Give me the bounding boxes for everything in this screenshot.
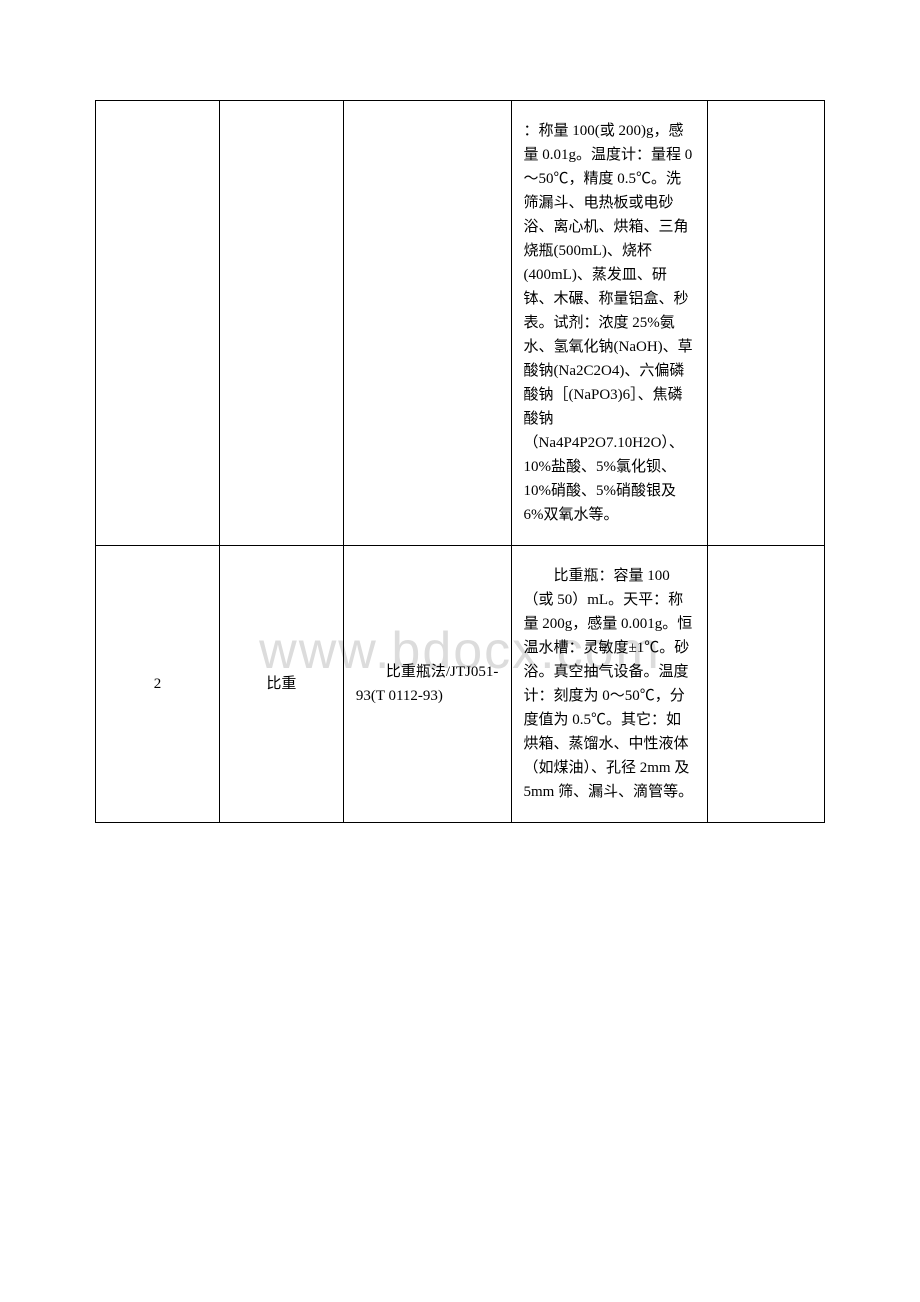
cell-equipment: 比重瓶：容量 100（或 50）mL。天平：称量 200g，感量 0.001g。… bbox=[511, 546, 708, 823]
cell-remark bbox=[708, 101, 825, 546]
page-content: ：称量 100(或 200)g，感量 0.01g。温度计：量程 0～50℃，精度… bbox=[95, 100, 825, 823]
cell-name bbox=[219, 101, 343, 546]
cell-seq bbox=[96, 101, 220, 546]
table-row: ：称量 100(或 200)g，感量 0.01g。温度计：量程 0～50℃，精度… bbox=[96, 101, 825, 546]
cell-seq: 2 bbox=[96, 546, 220, 823]
data-table: ：称量 100(或 200)g，感量 0.01g。温度计：量程 0～50℃，精度… bbox=[95, 100, 825, 823]
cell-equipment: ：称量 100(或 200)g，感量 0.01g。温度计：量程 0～50℃，精度… bbox=[511, 101, 708, 546]
cell-method: 比重瓶法/JTJ051-93(T 0112-93) bbox=[343, 546, 511, 823]
cell-method bbox=[343, 101, 511, 546]
cell-name: 比重 bbox=[219, 546, 343, 823]
table-row: 2 比重 比重瓶法/JTJ051-93(T 0112-93) 比重瓶：容量 10… bbox=[96, 546, 825, 823]
cell-remark bbox=[708, 546, 825, 823]
